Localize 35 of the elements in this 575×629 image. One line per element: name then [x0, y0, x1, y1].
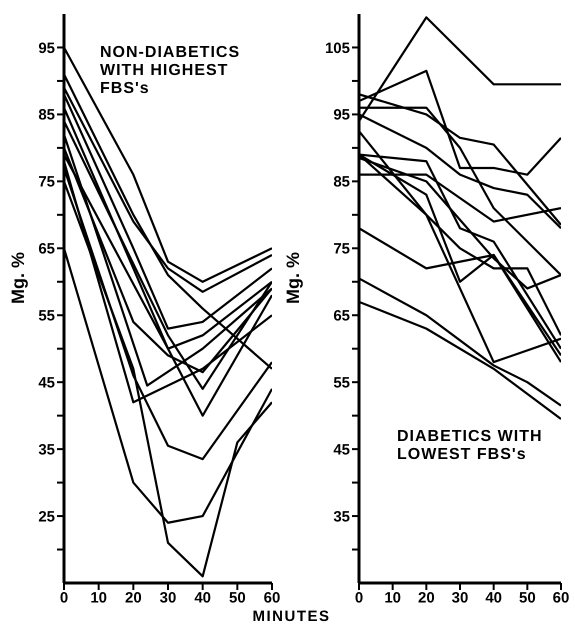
annotation: NON-DIABETICS WITH HIGHEST FBS's	[100, 44, 240, 98]
y-tick-label: 65	[333, 308, 350, 325]
x-tick-label: 60	[264, 590, 280, 607]
y-tick-label: 45	[333, 441, 350, 458]
y-tick-label: 65	[38, 240, 55, 258]
x-tick-label: 60	[552, 590, 570, 607]
x-tick-label: 0	[354, 590, 364, 607]
y-tick-label: 85	[333, 174, 350, 191]
y-tick-label: 35	[333, 508, 350, 526]
y-tick-label: 45	[38, 374, 55, 392]
y-tick-label: 25	[38, 508, 55, 526]
y-tick-label: 55	[333, 374, 350, 392]
annotation: DIABETICS WITH LOWEST FBS's	[397, 428, 543, 464]
y-tick-label: 95	[333, 106, 350, 124]
x-tick-label: 50	[518, 590, 536, 607]
x-tick-label: 40	[485, 590, 502, 607]
y-tick-label: 55	[38, 308, 55, 325]
x-tick-label: 50	[228, 590, 246, 607]
y-tick-label: 85	[38, 106, 55, 124]
x-tick-label: 20	[124, 590, 142, 607]
y-tick-label: 35	[38, 441, 55, 458]
x-tick-label: 30	[160, 590, 176, 607]
x-tick-label: 0	[60, 590, 68, 607]
x-tick-label: 40	[194, 590, 212, 607]
y-axis-title: Mg. %	[282, 252, 304, 304]
x-axis-title: MINUTES	[252, 608, 332, 625]
x-tick-label: 20	[418, 590, 435, 607]
x-tick-label: 10	[90, 590, 108, 607]
y-tick-label: 75	[38, 174, 55, 191]
x-tick-label: 30	[452, 590, 468, 607]
y-tick-label: 95	[38, 40, 55, 57]
x-tick-label: 10	[384, 590, 402, 607]
y-tick-label: 75	[333, 240, 350, 258]
y-tick-label: 105	[324, 40, 350, 57]
y-axis-title: Mg. %	[7, 252, 29, 304]
